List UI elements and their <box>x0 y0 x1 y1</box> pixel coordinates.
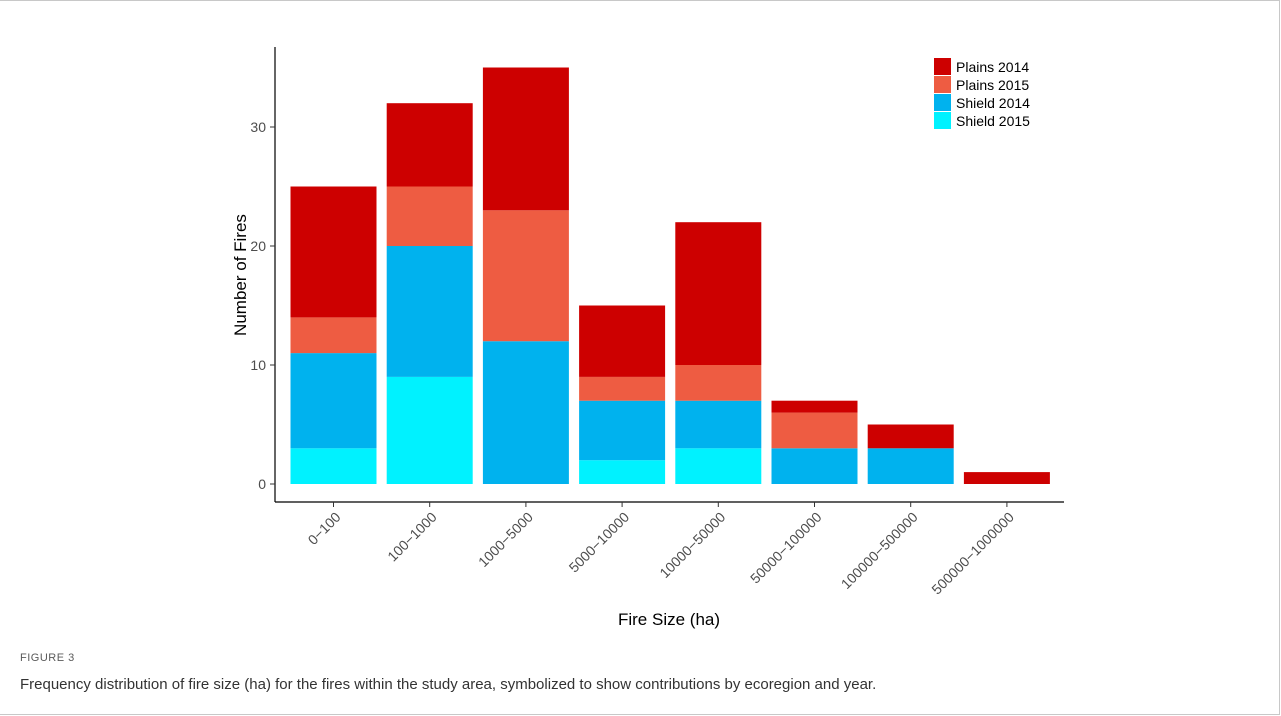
legend-swatch-shield-2014 <box>934 94 951 111</box>
x-axis-title: Fire Size (ha) <box>618 610 720 629</box>
bar-segment-plains-2014-1 <box>386 103 473 187</box>
bar-segment-shield-2014-1 <box>386 246 473 377</box>
x-tick-label: 0−100 <box>304 509 343 548</box>
bar-segment-shield-2014-3 <box>579 400 666 461</box>
legend: Plains 2014 Plains 2015 Shield 2014 Shield … <box>934 58 1030 129</box>
bar-segment-plains-2015-0 <box>290 317 377 354</box>
legend-swatch-plains-2015 <box>934 76 951 93</box>
legend-swatch-plains-2014 <box>934 58 951 75</box>
x-tick-label: 50000−100000 <box>747 509 825 587</box>
x-tick-label: 10000−50000 <box>656 509 728 581</box>
bar-segment-plains-2015-2 <box>482 210 569 342</box>
bar-segment-shield-2014-6 <box>867 448 954 484</box>
bar-segment-shield-2014-5 <box>771 448 858 484</box>
legend-label-plains-2014: Plains 2014 <box>956 59 1029 75</box>
bar-segment-shield-2014-2 <box>482 341 569 484</box>
bar-segment-plains-2015-5 <box>771 412 858 449</box>
bar-segment-shield-2015-1 <box>386 376 473 484</box>
bar-segment-plains-2014-5 <box>771 400 858 413</box>
stacked-bar-chart: 0 10 20 30 0−100 100−1000 1000−5000 5000−10000 1… <box>231 47 1064 629</box>
y-tick-label: 0 <box>258 476 266 492</box>
y-tick-label: 30 <box>250 119 266 135</box>
x-tick-label: 100000−500000 <box>838 509 921 592</box>
bar-segment-plains-2014-0 <box>290 186 377 318</box>
y-tick-label: 20 <box>250 238 266 254</box>
legend-label-shield-2015: Shield 2015 <box>956 113 1030 129</box>
bar-segment-plains-2014-3 <box>579 305 666 377</box>
bar-segment-shield-2015-0 <box>290 448 377 484</box>
bar-segment-plains-2014-4 <box>675 222 762 365</box>
bars-layer <box>290 67 1050 484</box>
legend-label-plains-2015: Plains 2015 <box>956 77 1029 93</box>
figure-caption: Frequency distribution of fire size (ha)… <box>20 676 877 693</box>
bar-segment-shield-2014-4 <box>675 400 762 449</box>
bar-segment-plains-2015-4 <box>675 365 762 401</box>
x-tick-label: 100−1000 <box>384 509 440 565</box>
x-tick-label: 500000−1000000 <box>928 509 1017 598</box>
bar-segment-plains-2014-7 <box>963 472 1050 484</box>
figure-label: FIGURE 3 <box>20 652 75 664</box>
bar-segment-plains-2014-6 <box>867 424 954 449</box>
x-tick-label: 5000−10000 <box>566 509 633 576</box>
bar-segment-plains-2014-2 <box>482 67 569 211</box>
legend-label-shield-2014: Shield 2014 <box>956 95 1030 111</box>
y-axis-title: Number of Fires <box>231 214 250 336</box>
bar-segment-plains-2015-1 <box>386 186 473 246</box>
y-tick-label: 10 <box>250 357 266 373</box>
bar-segment-shield-2014-0 <box>290 353 377 449</box>
bar-segment-shield-2015-4 <box>675 448 762 484</box>
bar-segment-plains-2015-3 <box>579 376 666 401</box>
bar-segment-shield-2015-3 <box>579 460 666 484</box>
legend-swatch-shield-2015 <box>934 112 951 129</box>
x-tick-label: 1000−5000 <box>475 509 536 570</box>
